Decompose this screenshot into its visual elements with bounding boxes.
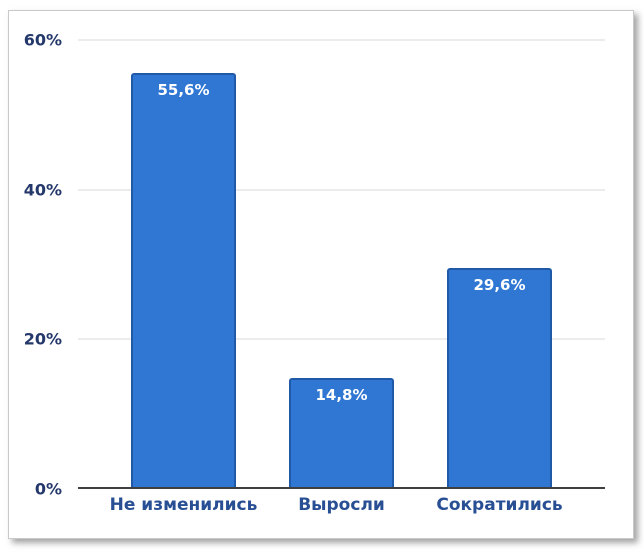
bar: 29,6% <box>447 267 552 489</box>
x-axis-line <box>78 487 605 489</box>
y-axis-ticks: 0% 20% 40% 60% <box>9 31 70 499</box>
plot-area: 55,6% 14,8% 29,6% <box>78 39 605 489</box>
x-category-slot: Сократились <box>436 495 562 521</box>
x-category-slot: Не изменились <box>110 495 258 521</box>
y-tick-label: 20% <box>23 329 62 349</box>
x-axis-labels: Не изменились Выросли Сократились <box>78 495 605 521</box>
bar: 14,8% <box>289 378 394 489</box>
x-category-label: Сократились <box>436 495 563 515</box>
x-category-label: Выросли <box>298 495 385 515</box>
bar-value-label: 55,6% <box>157 80 210 99</box>
y-tick-label: 40% <box>23 180 62 200</box>
y-tick-label: 0% <box>34 479 62 499</box>
bar-value-label: 14,8% <box>315 386 368 405</box>
bars-row: 55,6% 14,8% 29,6% <box>78 40 605 489</box>
gridline <box>78 39 605 41</box>
chart-frame: 0% 20% 40% 60% 55,6% 14,8% 29,6% Не изменилис… <box>8 10 634 539</box>
y-tick-label: 60% <box>23 30 62 50</box>
bar: 55,6% <box>131 72 236 489</box>
x-category-slot: Выросли <box>289 495 394 521</box>
x-category-label: Не изменились <box>109 495 258 515</box>
gridline <box>78 189 605 191</box>
bar-value-label: 29,6% <box>473 275 526 294</box>
gridline <box>78 338 605 340</box>
